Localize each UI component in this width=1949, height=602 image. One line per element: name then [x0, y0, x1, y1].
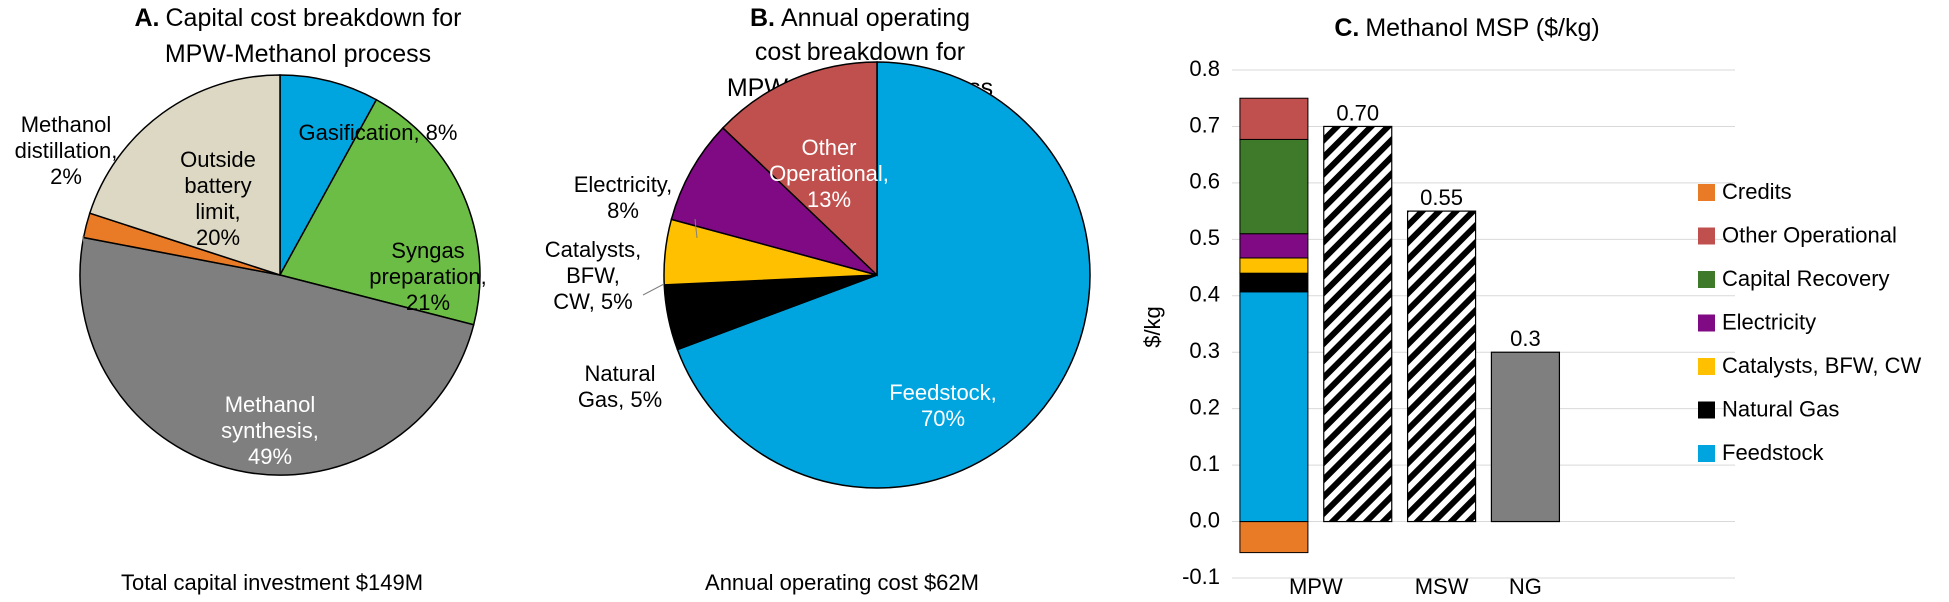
bar-msw: [1406, 210, 1477, 523]
svg-text:B.Annual operating: B. Annual operating: [750, 4, 970, 32]
x-category-label-ng: NG: [1509, 574, 1542, 599]
pie-slice-syngas-preparation: [278, 98, 481, 326]
y-tick-label: 0.4: [1189, 282, 1220, 307]
legend-label-natural-gas: Natural Gas: [1722, 396, 1839, 421]
pie-slice-gasification: [279, 74, 378, 276]
panel-b-title-line2: cost: [755, 38, 801, 66]
slice-label-electricity: Electricity, 8%: [574, 172, 673, 223]
y-tick-label: 0.3: [1189, 338, 1220, 363]
leader-line-electricity: [694, 218, 698, 239]
legend-label-other-operational: Other Operational: [1722, 222, 1897, 247]
data-label-ng: 0.3: [1510, 326, 1541, 351]
data-label-mpw: 0.70: [1336, 100, 1379, 125]
y-tick-label: 0.8: [1189, 56, 1220, 81]
pie-slice-electricity: [670, 126, 878, 276]
slice-label-syngas-preparation: Syngas preparation, 21%: [369, 238, 486, 315]
msp-bar-chart: -0.1 0.0 0.1 0.2 0.3 0.4 0.5 0.6 0.7 0.8 $/kg 0.70 0…: [1140, 56, 1921, 599]
stacked-segment-electricity: [1239, 233, 1309, 259]
stacked-segment-credits: [1239, 521, 1309, 554]
panel-b-letter: B.: [750, 4, 775, 32]
legend-label-catalysts-bfw-cw: Catalysts, BFW, CW: [1722, 353, 1921, 378]
bar-ng: [1490, 351, 1561, 523]
x-category-label-mpw: MPW: [1289, 574, 1343, 599]
panel-a-title-line2: MPW-Methanol process: [165, 40, 431, 68]
bar-mpw: [1323, 125, 1393, 523]
slice-label-natural-gas: Natural Gas, 5%: [578, 361, 662, 412]
stacked-segment-capital-recovery: [1239, 138, 1309, 235]
panel-a-title: A. Capital cost breakdown for MPW-Methano…: [135, 4, 462, 68]
slice-label-feedstock: Feedstock, 70%: [889, 380, 997, 431]
pie-slice-feedstock: [676, 61, 1091, 489]
y-tick-label: 0.0: [1189, 507, 1220, 532]
legend-swatch-capital-recovery: [1698, 271, 1715, 288]
y-axis-label: $/kg: [1140, 306, 1165, 348]
legend-label-credits: Credits: [1722, 179, 1792, 204]
slice-label-methanol-synthesis: Methanol synthesis, 49%: [221, 392, 319, 469]
data-label-msw: 0.55: [1420, 185, 1463, 210]
svg-text:A.Capital cost breakdown for: A. Capital cost breakdown for: [135, 4, 462, 32]
slice-label-catalysts-bfw-cw: Catalysts, BFW, CW, 5%: [545, 237, 642, 314]
panel-b-footer: Annual operating cost $62M: [705, 570, 979, 595]
legend-swatch-electricity: [1698, 314, 1715, 332]
legend-swatch-natural-gas: [1698, 401, 1715, 419]
legend-swatch-feedstock: [1698, 445, 1715, 462]
panel-b-title-line1: Annual operating: [781, 4, 970, 32]
stacked-segment-other-operational: [1239, 97, 1309, 140]
capital-cost-pie: Gasification, 8% Syngas preparation, 21% Met…: [15, 74, 487, 476]
pie-slice-other-operational: [721, 61, 878, 277]
y-tick-label: 0.6: [1189, 169, 1220, 194]
y-tick-label: -0.1: [1182, 564, 1220, 589]
stacked-segment-feedstock: [1239, 291, 1309, 523]
y-tick-label: 0.2: [1189, 394, 1220, 419]
legend-label-capital-recovery: Capital Recovery: [1722, 266, 1890, 291]
legend-label-feedstock: Feedstock: [1722, 440, 1824, 465]
stacked-segment-natural-gas: [1239, 272, 1309, 293]
pie-slice-methanol-synthesis: [79, 236, 475, 476]
panel-a-letter: A.: [135, 4, 160, 32]
slice-label-other-operational: Other Operational, 13%: [769, 135, 889, 212]
leader-line-methanol-distillation: [82, 235, 89, 281]
panel-c-title-text: Methanol MSP ($/kg): [1365, 14, 1599, 42]
operating-cost-pie: Feedstock, 70% Natural Gas, 5% Catalysts, BFW…: [545, 61, 1091, 489]
panel-c-title: C. Methanol MSP ($/kg): [1334, 14, 1599, 42]
panel-c-letter: C.: [1334, 14, 1359, 42]
pie-slice-outside-battery-limit: [88, 74, 281, 277]
panel-b-title-line3: breakdown for: [807, 38, 965, 66]
legend-swatch-credits: [1698, 184, 1715, 201]
legend-label-electricity: Electricity: [1722, 309, 1816, 334]
legend-swatch-catalysts-bfw-cw: [1698, 358, 1715, 375]
panel-a-footer: Total capital investment $149M: [121, 570, 423, 595]
y-tick-label: 0.1: [1189, 451, 1220, 476]
legend-swatch-other-operational: [1698, 227, 1715, 245]
stacked-segment-catalysts-bfw-cw: [1239, 257, 1309, 274]
slice-label-gasification: Gasification, 8%: [299, 120, 458, 145]
y-tick-label: 0.7: [1189, 112, 1220, 137]
slice-label-methanol-distillation: Methanol distillation, 2%: [15, 112, 118, 189]
x-category-label-msw: MSW: [1415, 574, 1469, 599]
leader-line-catalysts-bfw-cw: [642, 283, 665, 296]
slice-label-outside-battery-limit: Outside battery limit, 20%: [180, 147, 256, 250]
panel-a-title-line1: Capital cost breakdown for: [166, 4, 462, 32]
y-tick-label: 0.5: [1189, 225, 1220, 250]
